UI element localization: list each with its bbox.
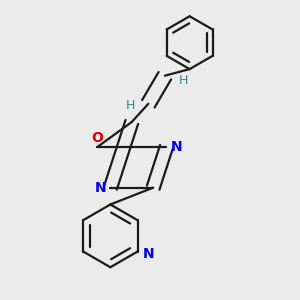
Text: N: N [170, 140, 182, 154]
Text: H: H [178, 74, 188, 87]
Text: N: N [95, 181, 106, 195]
Text: N: N [142, 247, 154, 261]
Text: O: O [91, 131, 103, 145]
Text: H: H [125, 99, 135, 112]
